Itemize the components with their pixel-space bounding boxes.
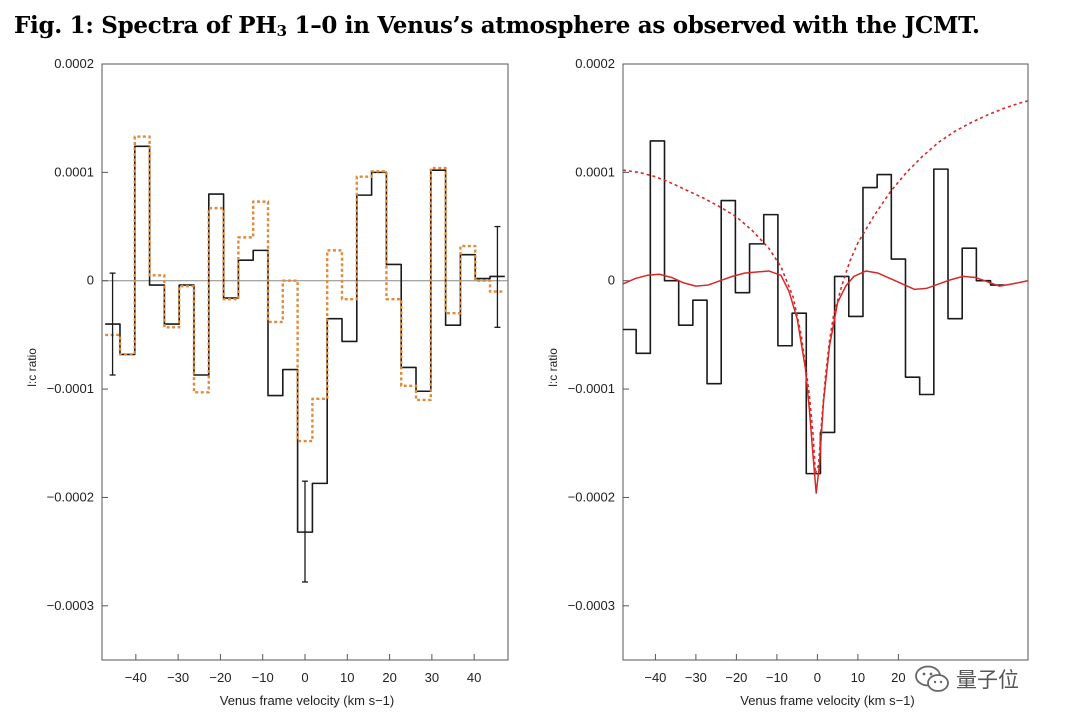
x-tick-label: 20	[382, 670, 396, 685]
x-tick-label: −30	[167, 670, 189, 685]
y-axis-label: l:c ratio	[25, 348, 39, 387]
series-group	[105, 135, 505, 583]
x-tick-label: −20	[725, 670, 747, 685]
y-tick-label: −0.0001	[568, 381, 615, 396]
x-tick-label: −40	[644, 670, 666, 685]
x-tick-label: −10	[766, 670, 788, 685]
x-axis-label: Venus frame velocity (km s−1)	[220, 693, 394, 708]
series-fitted-line-profile	[623, 270, 1028, 494]
x-tick-label: 10	[851, 670, 865, 685]
series-broad-absorption-profile	[623, 100, 1028, 475]
chart-panel-left: 0.0002 0.0001 0 −0.0001 −0.0002 −0.0003 −40 −30…	[25, 56, 509, 708]
wechat-icon	[915, 665, 949, 692]
figure-title-subscript: 3	[276, 22, 287, 40]
y-tick-label: −0.0002	[47, 489, 94, 504]
series-alternative-spectrum	[105, 135, 505, 443]
y-tick-label: 0.0001	[575, 164, 615, 179]
x-axis-label: Venus frame velocity (km s−1)	[740, 693, 914, 708]
y-axis-label: l:c ratio	[546, 348, 560, 387]
y-tick-label: −0.0003	[47, 598, 94, 613]
y-tick-label: 0	[87, 273, 94, 288]
y-tick-label: 0.0002	[54, 56, 94, 71]
x-tick-label: 10	[340, 670, 354, 685]
figure-title-rest: 1–0 in Venus’s atmosphere as observed wi…	[286, 12, 980, 39]
chart-panel-right: 0.0002 0.0001 0 −0.0001 −0.0002 −0.0003 −40 −30…	[546, 56, 1029, 708]
y-tick-label: −0.0001	[47, 381, 94, 396]
series-group	[623, 100, 1028, 494]
figure-title-text: Spectra of PH	[101, 12, 277, 39]
watermark: 量子位	[914, 664, 1019, 694]
series-observed-spectrum	[623, 140, 1005, 475]
y-tick-label: −0.0003	[568, 598, 615, 613]
x-tick-label: 20	[891, 670, 905, 685]
y-tick-label: −0.0002	[568, 489, 615, 504]
y-tick-label: 0.0002	[575, 56, 615, 71]
plot-frame	[622, 63, 1029, 661]
figure-title: Fig. 1: Spectra of PH3 1–0 in Venus’s at…	[14, 12, 980, 40]
figure-label: Fig. 1:	[14, 12, 94, 39]
x-tick-label: −40	[125, 670, 147, 685]
x-tick-label: −10	[252, 670, 274, 685]
x-tick-label: 30	[425, 670, 439, 685]
y-tick-label: 0.0001	[54, 164, 94, 179]
series-observed-spectrum	[105, 145, 505, 533]
x-tick-label: −20	[209, 670, 231, 685]
x-tick-label: 0	[301, 670, 308, 685]
y-tick-label: 0	[608, 273, 615, 288]
x-tick-label: 40	[467, 670, 481, 685]
x-tick-label: 0	[814, 670, 821, 685]
x-tick-label: −30	[685, 670, 707, 685]
watermark-text: 量子位	[956, 668, 1019, 692]
